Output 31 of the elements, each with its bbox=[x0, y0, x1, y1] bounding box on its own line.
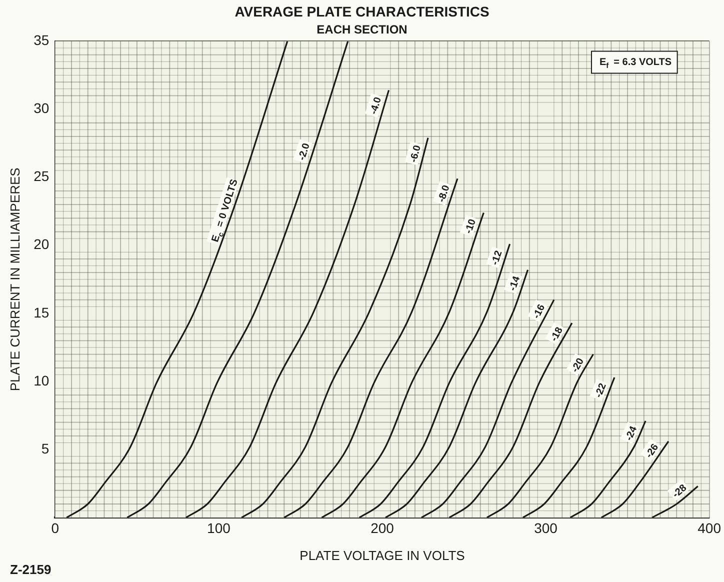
y-tick-label: 20 bbox=[34, 236, 50, 252]
x-tick-label: 0 bbox=[51, 520, 60, 536]
text: -14 bbox=[507, 274, 523, 292]
x-tick-label: 300 bbox=[534, 520, 558, 536]
text: -8.0 bbox=[436, 184, 452, 204]
text: -16 bbox=[531, 302, 548, 321]
text: -12 bbox=[490, 248, 505, 267]
text: -4.0 bbox=[368, 96, 384, 116]
y-tick-label: 30 bbox=[34, 100, 50, 116]
y-tick-label: 25 bbox=[34, 168, 50, 184]
x-tick-label: 400 bbox=[698, 520, 722, 536]
text: -24 bbox=[624, 424, 640, 443]
y-tick-label: 5 bbox=[41, 440, 50, 456]
text: -20 bbox=[570, 356, 587, 374]
x-tick-label: 100 bbox=[207, 520, 231, 536]
y-tick-label: 35 bbox=[34, 32, 50, 48]
chart-subtitle: EACH SECTION bbox=[316, 22, 408, 36]
chart-title: AVERAGE PLATE CHARACTERISTICS bbox=[234, 3, 490, 20]
y-axis-title: PLATE CURRENT IN MILLIAMPERES bbox=[7, 167, 22, 392]
x-axis-title: PLATE VOLTAGE IN VOLTS bbox=[300, 548, 466, 563]
text: -22 bbox=[593, 381, 610, 400]
text: Z-2159 bbox=[10, 562, 52, 577]
text: -6.0 bbox=[408, 144, 424, 164]
text: -18 bbox=[548, 325, 566, 344]
text: -2.0 bbox=[296, 142, 313, 162]
y-tick-label: 15 bbox=[34, 304, 50, 320]
text: -28 bbox=[670, 482, 690, 500]
text: -10 bbox=[463, 217, 479, 236]
text: -26 bbox=[644, 442, 662, 460]
x-tick-label: 200 bbox=[370, 520, 394, 536]
y-tick-label: 10 bbox=[34, 372, 50, 388]
